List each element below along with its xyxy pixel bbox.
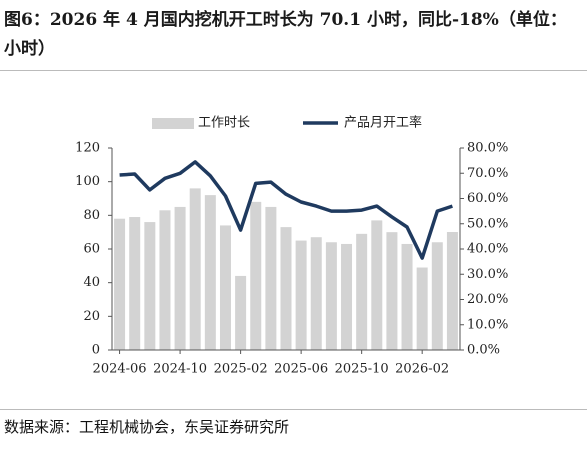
y2-tick-label: 50.0% [467,216,508,231]
bar [235,275,247,350]
line [119,160,453,260]
y-tick-label: 0 [92,343,100,358]
bar [219,225,231,350]
y2-tick-label: 0.0% [467,343,500,358]
y2-tick-label: 80.0% [467,141,508,156]
bar [310,237,322,350]
y2-tick-label: 10.0% [467,317,508,332]
bar [356,233,368,350]
bar [401,243,413,350]
bar [250,201,262,350]
bar [265,206,277,350]
legend-label: 产品月开工率 [344,115,422,131]
y-tick-label: 100 [75,174,100,189]
y-tick-label: 80 [83,208,100,223]
x-tick-label: 2025-02 [214,362,268,377]
bar [386,232,398,350]
bar [129,217,141,350]
x-tick-label: 2025-10 [335,362,389,377]
bar [325,242,337,350]
bar [159,210,171,350]
bar [371,220,383,350]
bar [446,231,458,350]
y-tick-label: 20 [83,309,100,324]
bar [114,218,126,350]
y-tick-label: 60 [83,242,100,257]
bar [204,195,216,350]
bar [431,242,443,350]
y2-tick-label: 70.0% [467,166,508,181]
bar [144,222,156,350]
legend-swatch [152,118,194,129]
x-tick-label: 2026-02 [395,362,449,377]
x-tick-label: 2024-06 [93,362,147,377]
y-tick-label: 120 [75,141,100,156]
x-tick-label: 2024-10 [153,362,207,377]
x-tick-label: 2025-06 [274,362,328,377]
bar [416,267,428,350]
y2-tick-label: 60.0% [467,191,508,206]
source: 数据来源：工程机械协会，东吴证券研究所 [4,418,290,436]
legend-label: 工作时长 [198,116,250,131]
chart-frame [0,70,587,410]
bar [341,243,353,350]
y2-tick-label: 40.0% [467,242,508,257]
y-tick-label: 40 [83,275,100,290]
bar [174,206,186,350]
bar [280,227,292,350]
bar [295,240,307,350]
chart-title: 图6：2026 年 4 月国内挖机开工时长为 70.1 小时，同比-18%（单位… [4,10,567,59]
y2-tick-label: 20.0% [467,292,508,307]
y2-tick-label: 30.0% [467,267,508,282]
bar [189,188,201,350]
